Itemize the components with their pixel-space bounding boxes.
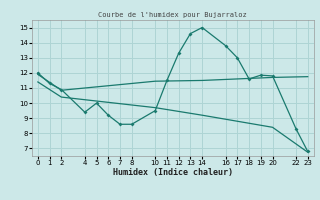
X-axis label: Humidex (Indice chaleur): Humidex (Indice chaleur) (113, 168, 233, 177)
Title: Courbe de l'humidex pour Bujarraloz: Courbe de l'humidex pour Bujarraloz (99, 12, 247, 18)
